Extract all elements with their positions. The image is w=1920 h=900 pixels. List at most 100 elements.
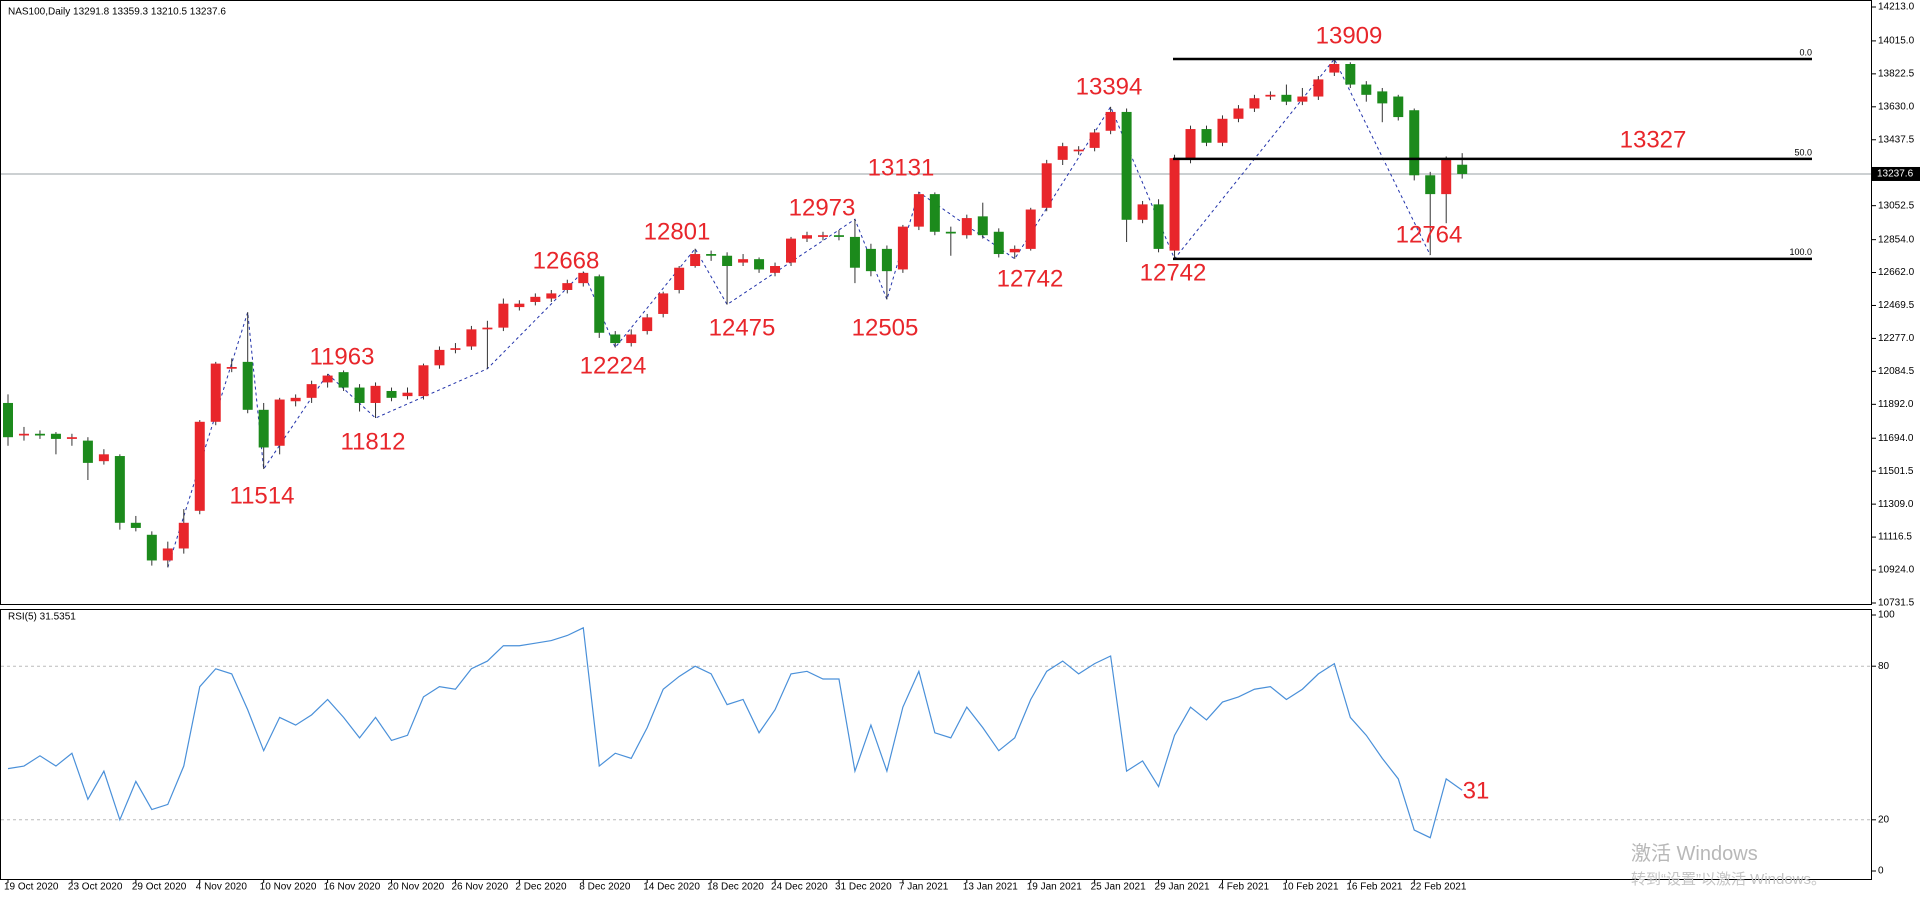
candle-body [865,248,876,272]
candle-body [594,276,605,333]
candle-body [466,329,477,347]
candle-body [146,534,157,561]
annotation: 12764 [1396,221,1463,248]
candle-body [354,387,365,403]
candle-body [1425,175,1436,195]
candle-body [658,293,669,314]
candle-body [913,194,924,227]
candle-body [610,334,621,344]
x-tick-label: 7 Jan 2021 [899,882,949,893]
candle-body [66,437,77,439]
annotation: 31 [1463,777,1490,804]
candle-body [290,397,301,402]
candle-body [1041,163,1052,208]
candle-body [817,235,828,237]
candle-body [802,235,812,239]
annotation: 13394 [1076,73,1143,100]
zigzag [167,58,1431,568]
x-tick-label: 16 Feb 2021 [1346,882,1403,893]
candle-body [1345,64,1356,85]
fib-label: 100.0 [1789,247,1812,257]
candle-body [706,254,717,256]
y-tick-label: 80 [1878,661,1890,672]
candle-body [1057,146,1068,160]
y-tick-label: 11501.5 [1878,466,1914,477]
rsi-title: RSI(5) 31.5351 [8,612,76,623]
candle-body [578,272,589,284]
candle-body [210,363,221,422]
candle-body [1249,98,1260,109]
current-price-tag [1872,166,1920,181]
candle-body [1313,79,1324,97]
y-tick-label: 13630.0 [1878,101,1915,112]
x-tick-label: 4 Nov 2020 [196,882,248,893]
x-tick-label: 19 Jan 2021 [1027,882,1082,893]
candle-body [482,327,493,330]
candle-body [1297,96,1308,102]
x-tick-label: 26 Nov 2020 [451,882,508,893]
y-tick-label: 11694.0 [1878,433,1914,444]
x-tick-label: 2 Dec 2020 [515,882,567,893]
candle-body [546,293,557,299]
candle-body [849,236,860,268]
annotation: 12505 [852,314,919,341]
rsi-line [7,626,1463,839]
candle-body [754,259,765,270]
candle-body [1105,111,1116,131]
annotation: 11514 [230,482,295,509]
fib-label: 50.0 [1794,147,1812,157]
candle-body [498,303,509,328]
x-tick-label: 22 Feb 2021 [1410,882,1467,893]
annotation: 11963 [310,343,375,370]
candle-body [1025,209,1036,249]
y-tick-label: 14213.0 [1878,2,1915,13]
candle-body [34,433,45,436]
y-tick-label: 13052.5 [1878,200,1915,211]
candle-body [1361,84,1372,95]
candle-body [450,348,461,350]
candle-body [1441,158,1452,195]
x-tick-label: 13 Jan 2021 [963,882,1018,893]
candle-body [690,254,701,267]
candle-body [338,372,349,388]
candle-body [881,248,892,272]
y-tick-label: 13437.5 [1878,134,1915,145]
x-tick-label: 10 Nov 2020 [260,882,317,893]
x-tick-label: 24 Dec 2020 [771,882,828,893]
candle-body [178,522,189,549]
candle-body [674,267,685,290]
watermark: 转到“设置”以激活 Windows。 [1631,871,1826,888]
candle-body [402,392,413,397]
candle-body [1217,118,1228,143]
annotation: 12224 [580,352,647,379]
candle-body [514,303,525,308]
x-tick-label: 25 Jan 2021 [1091,882,1146,893]
candle-body [3,402,13,438]
y-tick-label: 10924.0 [1878,565,1915,576]
candle-body [1265,94,1276,97]
annotation: 12742 [1140,259,1207,286]
candle-body [642,317,653,332]
candle-body [162,548,173,561]
candle-body [1073,149,1084,152]
candle-body [738,259,749,263]
candle-body [1201,129,1212,143]
y-tick-label: 11116.5 [1878,532,1912,543]
x-tick-label: 10 Feb 2021 [1282,882,1339,893]
annotation: 13909 [1316,22,1383,49]
candle-body [1393,96,1404,118]
y-tick-label: 11892.0 [1878,399,1914,410]
candle-body [897,226,908,270]
candle-body [1329,64,1340,73]
price-panel [0,0,1872,605]
annotation: 12475 [709,314,776,341]
candle-body [626,334,637,344]
candle-body [50,433,61,439]
candle-body [98,454,109,462]
candle-body [258,409,269,448]
y-tick-label: 12469.5 [1878,300,1915,311]
y-tick-label: 12277.0 [1878,333,1915,344]
candle-body [1089,132,1100,148]
